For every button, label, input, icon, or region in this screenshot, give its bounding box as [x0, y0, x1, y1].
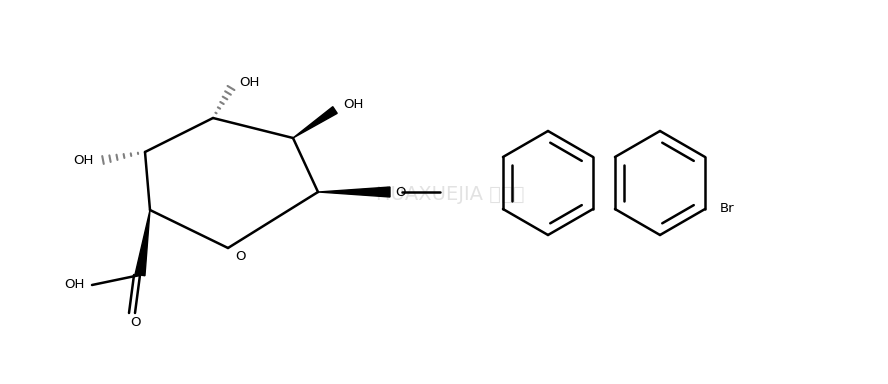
Text: Br: Br: [719, 202, 734, 215]
Polygon shape: [293, 107, 337, 138]
Text: HUAXUEJIA 化学家: HUAXUEJIA 化学家: [376, 185, 524, 205]
Text: OH: OH: [343, 99, 363, 111]
Polygon shape: [318, 187, 390, 197]
Text: O: O: [395, 187, 405, 200]
Text: OH: OH: [64, 278, 84, 291]
Polygon shape: [135, 210, 150, 276]
Text: O: O: [130, 316, 140, 329]
Text: OH: OH: [73, 154, 93, 167]
Text: O: O: [234, 250, 245, 263]
Text: OH: OH: [239, 76, 259, 88]
